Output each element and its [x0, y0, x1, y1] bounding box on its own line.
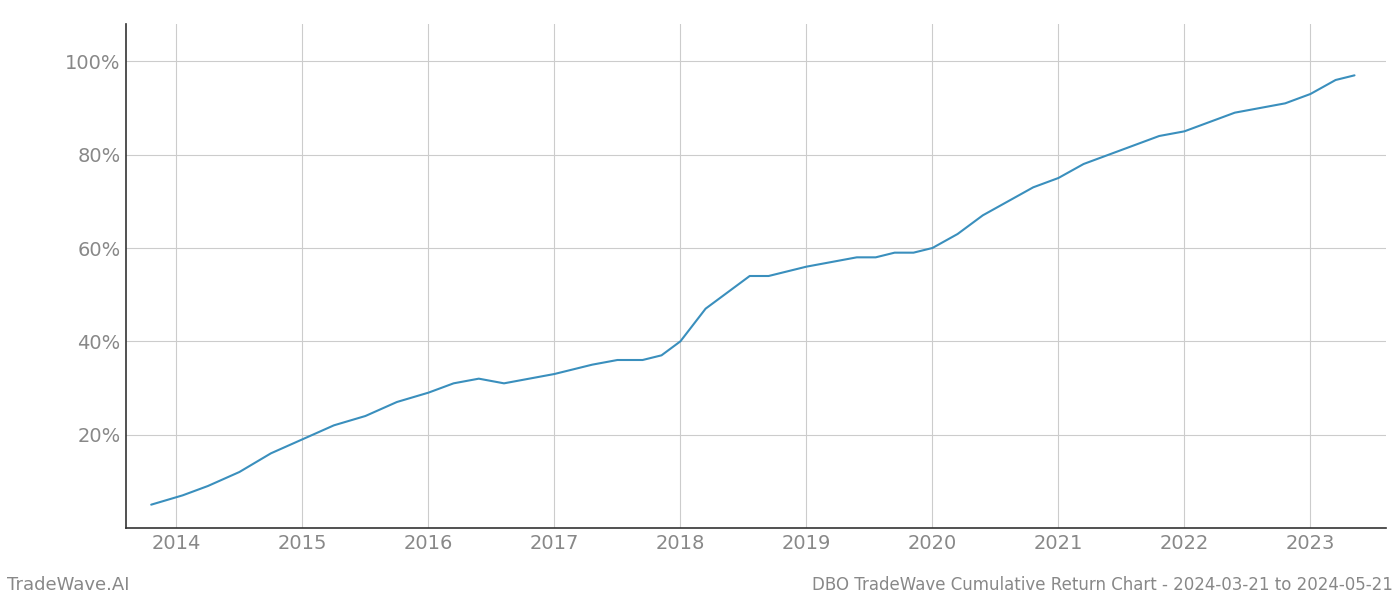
Text: DBO TradeWave Cumulative Return Chart - 2024-03-21 to 2024-05-21: DBO TradeWave Cumulative Return Chart - … — [812, 576, 1393, 594]
Text: TradeWave.AI: TradeWave.AI — [7, 576, 129, 594]
